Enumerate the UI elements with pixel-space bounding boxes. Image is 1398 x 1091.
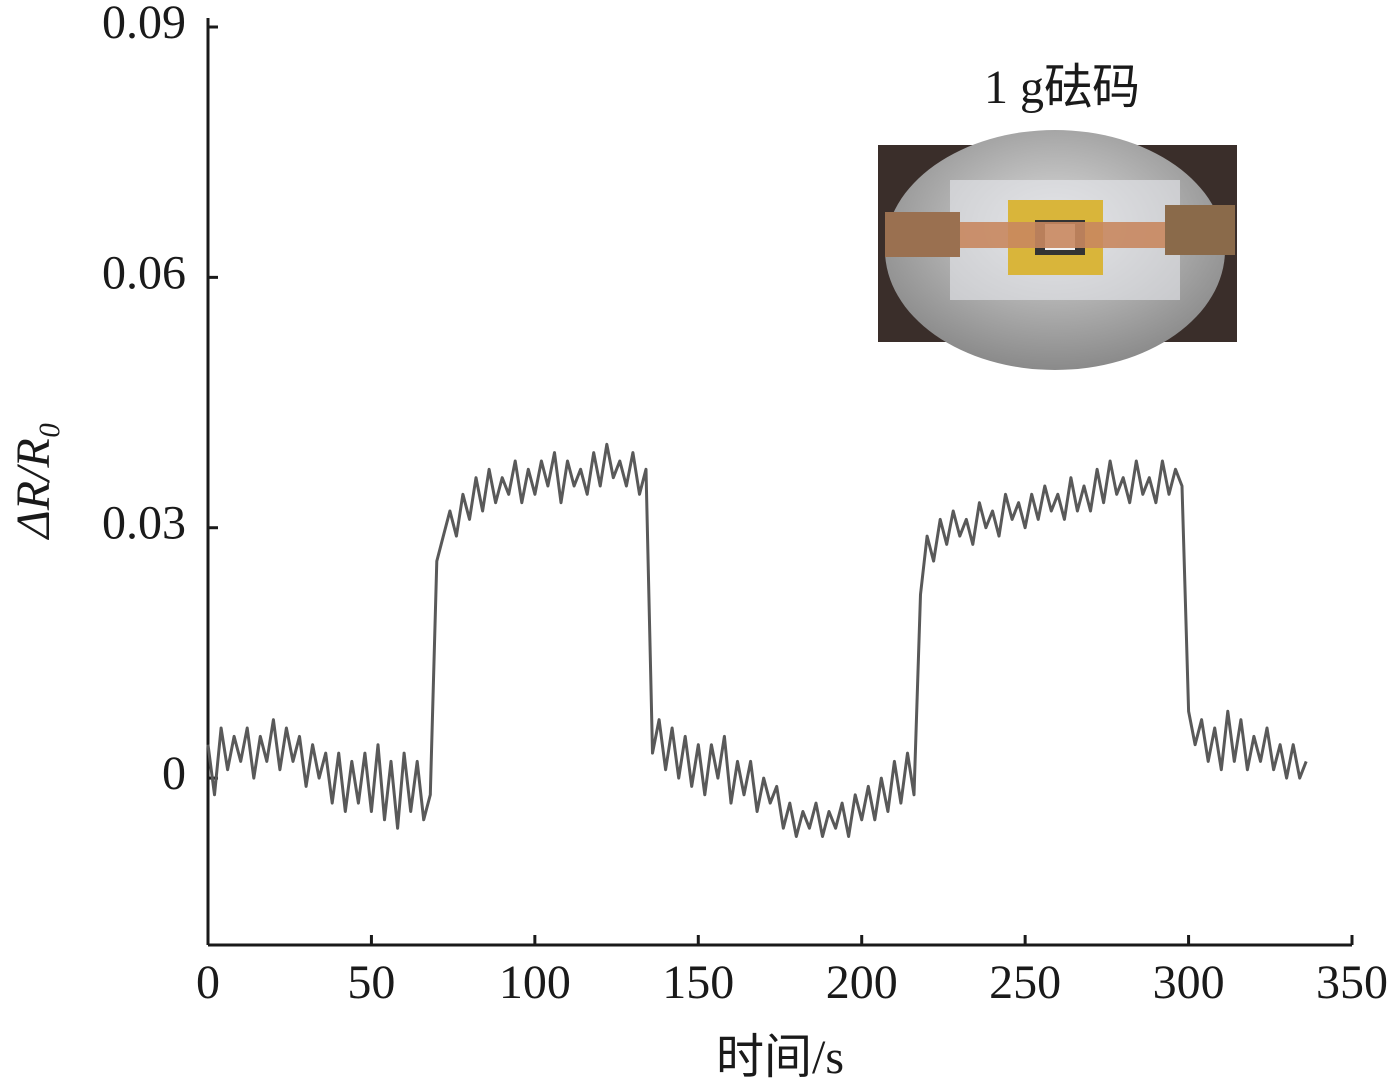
- y-axis-title: ΔR/R₀: [7, 422, 60, 541]
- x-axis-title: 时间/s: [716, 1031, 844, 1084]
- y-tick-label: 0: [162, 747, 186, 800]
- x-tick-label: 150: [662, 956, 734, 1009]
- y-tick-label: 0.09: [102, 0, 186, 49]
- x-tick-label: 350: [1316, 956, 1388, 1009]
- x-tick-label: 300: [1153, 956, 1225, 1009]
- y-tick-label: 0.03: [102, 497, 186, 550]
- data-line: [206, 442, 1308, 838]
- x-tick-label: 50: [347, 956, 395, 1009]
- inset-photo: [878, 130, 1237, 370]
- x-tick-label: 100: [499, 956, 571, 1009]
- y-tick-label: 0.06: [102, 246, 186, 299]
- x-tick-label: 250: [989, 956, 1061, 1009]
- annotation: 1 g砝码: [984, 61, 1140, 114]
- x-tick-label: 0: [196, 956, 220, 1009]
- x-tick-label: 200: [826, 956, 898, 1009]
